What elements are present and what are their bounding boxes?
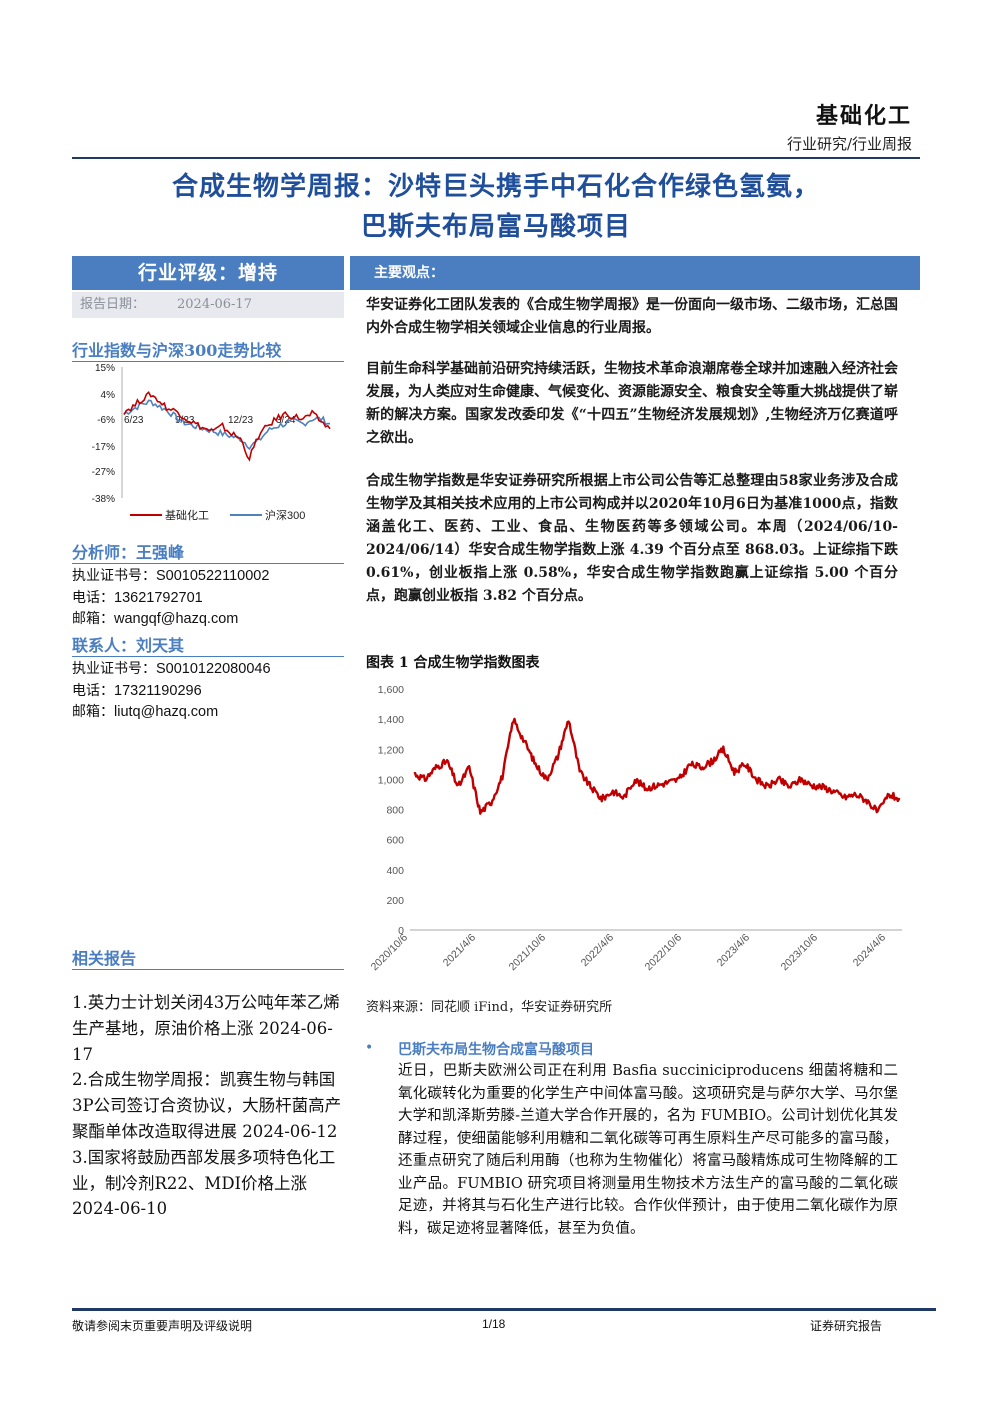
contact-phone-label: 电话： xyxy=(72,682,114,699)
index-ytick-label: 400 xyxy=(386,865,404,877)
page-number: 1/18 xyxy=(482,1317,506,1331)
section-title: 主要观点： xyxy=(350,256,920,290)
related-title-rule xyxy=(72,969,344,970)
industry-rating: 行业评级：增持 xyxy=(72,256,344,290)
analyst-email-label: 邮箱： xyxy=(72,611,114,627)
index-ytick-label: 1,200 xyxy=(378,744,404,756)
trend-xtick-label: 12/23 xyxy=(228,415,253,426)
contact-phone: 17321190296 xyxy=(114,682,202,699)
trend-chart-title: 行业指数与沪深300走势比较 xyxy=(72,341,282,360)
footer-doc-type: 证券研究报告 xyxy=(810,1319,883,1333)
trend-ytick-label: -38% xyxy=(92,494,115,505)
trend-series-line xyxy=(123,391,331,462)
trend-ytick-label: 4% xyxy=(101,390,116,401)
paragraph-intro: 华安证券化工团队发表的《合成生物学周报》是一份面向一级市场、二级市场，汇总国内外… xyxy=(366,297,898,336)
contact-title-rule xyxy=(72,656,344,657)
report-date-value: 2024-06-17 xyxy=(177,297,252,312)
index-xtick-label: 2021/4/6 xyxy=(441,932,478,969)
trend-ytick-label: -17% xyxy=(92,442,115,453)
index-xtick-label: 2023/4/6 xyxy=(715,932,752,969)
synbio-index-chart: 0 200 400 600 800 1,000 1,200 1,400 1,600 2020/10… xyxy=(369,684,902,974)
news-heading: 巴斯夫布局生物合成富马酸项目 xyxy=(398,1042,594,1058)
index-xtick-label: 2020/10/6 xyxy=(369,932,411,974)
index-xtick-label: 2021/10/6 xyxy=(507,932,549,974)
contact-email[interactable]: liutq@hazq.com xyxy=(114,704,219,720)
trend-xtick-label: 6/23 xyxy=(124,415,144,426)
figure-source: 资料来源：同花顺 iFind，华安证券研究所 xyxy=(366,1000,613,1015)
sector-label: 基础化工 xyxy=(815,103,912,129)
paragraph-background: 目前生命科学基础前沿研究持续活跃，生物技术革命浪潮席卷全球并加速融入经济社会发展… xyxy=(366,361,898,446)
contact-info: 执业证书号：S0010122080046 电话：17321190296 邮箱：l… xyxy=(72,659,271,724)
trend-xtick-label: 3/24 xyxy=(276,415,296,426)
report-title-line1: 合成生物学周报：沙特巨头携手中石化合作绿色氢氨， xyxy=(171,172,820,202)
analyst-email[interactable]: wangqf@hazq.com xyxy=(114,611,239,627)
index-ytick-label: 1,000 xyxy=(378,774,404,786)
analyst-title: 分析师：王强峰 xyxy=(72,543,185,562)
trend-ytick-label: -27% xyxy=(92,467,115,478)
trend-ytick-label: -6% xyxy=(97,415,115,426)
trend-legend-label: 沪深300 xyxy=(265,508,305,522)
trend-ytick-label: 15% xyxy=(95,363,115,374)
index-ytick-label: 800 xyxy=(386,805,404,817)
footer-disclaimer: 敬请参阅末页重要声明及评级说明 xyxy=(72,1319,253,1333)
index-xtick-label: 2022/4/6 xyxy=(579,932,616,969)
index-xtick-label: 2023/10/6 xyxy=(779,932,821,974)
report-type: 行业研究/行业周报 xyxy=(786,135,912,153)
bullet-icon: • xyxy=(365,1040,374,1056)
index-ytick-label: 200 xyxy=(386,895,404,907)
index-xtick-label: 2022/10/6 xyxy=(643,932,685,974)
index-ytick-label: 600 xyxy=(386,835,404,847)
report-date-label: 报告日期： xyxy=(80,297,146,312)
contact-cert-label: 执业证书号： xyxy=(72,661,156,677)
index-ytick-label: 1,400 xyxy=(378,714,404,726)
trend-legend-label: 基础化工 xyxy=(165,508,209,522)
contact-title: 联系人：刘天其 xyxy=(72,636,185,655)
report-title-line2: 巴斯夫布局富马酸项目 xyxy=(360,212,631,242)
analyst-cert-label: 执业证书号： xyxy=(72,568,156,584)
report-date: 报告日期： 2024-06-17 xyxy=(72,292,344,318)
index-ytick-label: 1,600 xyxy=(378,684,404,696)
analyst-info: 执业证书号：S0010522110002 电话：13621792701 邮箱：w… xyxy=(72,566,269,631)
analyst-phone-label: 电话： xyxy=(72,589,114,606)
trend-series-line xyxy=(123,399,331,451)
related-reports-title: 相关报告 xyxy=(72,949,137,968)
trend-title-rule xyxy=(72,361,344,362)
trend-chart: 15%4%-6%-17%-27%-38%6/23 9/23 12/23 3/24基础化… xyxy=(92,363,331,522)
analyst-phone: 13621792701 xyxy=(114,589,203,606)
related-reports-list[interactable]: 1.英力士计划关闭43万公吨年苯乙烯生产基地，原油价格上涨 2024-06-17… xyxy=(72,993,342,1219)
analyst-title-rule xyxy=(72,563,344,564)
header-rule xyxy=(72,157,920,159)
index-series-line xyxy=(413,717,901,815)
contact-email-label: 邮箱： xyxy=(72,704,114,720)
figure-title: 图表 1 合成生物学指数图表 xyxy=(366,655,540,671)
index-ytick-label: 0 xyxy=(398,925,404,937)
paragraph-index: 合成生物学指数是华安证券研究所根据上市公司公告等汇总整理由58家业务涉及合成生物… xyxy=(366,473,898,604)
index-xtick-label: 2024/4/6 xyxy=(851,932,888,969)
footer-rule xyxy=(72,1308,936,1311)
analyst-cert: S0010522110002 xyxy=(156,568,270,584)
contact-cert: S0010122080046 xyxy=(156,661,271,677)
news-body: 近日，巴斯夫欧洲公司正在利用 Basfia succiniciproducens… xyxy=(398,1063,898,1237)
